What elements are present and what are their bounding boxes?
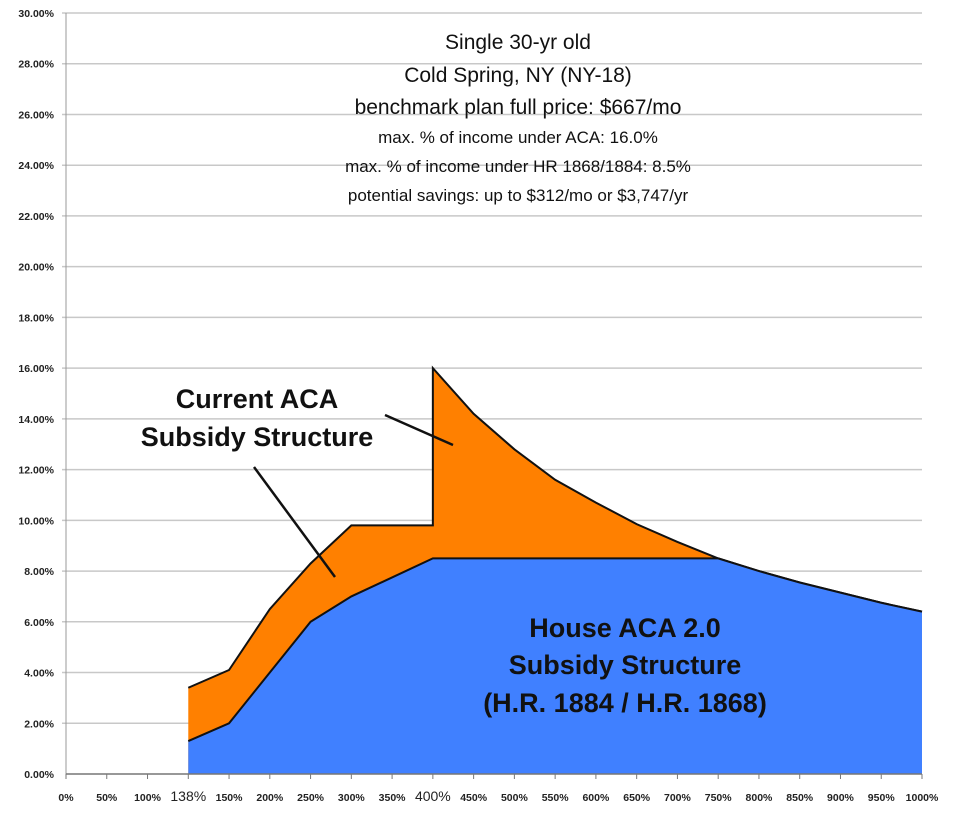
y-tick-label: 10.00% bbox=[18, 515, 54, 527]
x-tick-label: 700% bbox=[664, 792, 692, 804]
house-aca-label-line: (H.R. 1884 / H.R. 1868) bbox=[483, 688, 767, 718]
x-tick-label: 200% bbox=[256, 792, 284, 804]
house-aca-outline bbox=[187, 557, 923, 742]
x-tick-label: 750% bbox=[705, 792, 733, 804]
current-aca-label-line: Subsidy Structure bbox=[141, 422, 374, 452]
x-tick-label: 400% bbox=[415, 788, 451, 804]
x-tick-label: 900% bbox=[827, 792, 855, 804]
x-tick-label: 138% bbox=[170, 788, 206, 804]
x-tick-label: 650% bbox=[623, 792, 651, 804]
y-tick-label: 20.00% bbox=[18, 262, 54, 274]
x-axis-ticks: 0% 50% 100% 138% 150% 200% 250% 300% 350% 400% 450… bbox=[58, 774, 939, 804]
house-aca-area bbox=[188, 558, 923, 774]
y-tick-label: 0.00% bbox=[24, 769, 54, 781]
house-aca-label-line: Subsidy Structure bbox=[509, 650, 742, 680]
y-tick-label: 18.00% bbox=[18, 312, 54, 324]
y-tick-label: 6.00% bbox=[24, 617, 54, 629]
x-tick-label: 550% bbox=[542, 792, 570, 804]
x-tick-label: 600% bbox=[582, 792, 610, 804]
x-tick-label: 0% bbox=[58, 792, 74, 804]
y-tick-label: 16.00% bbox=[18, 363, 54, 375]
x-tick-label: 800% bbox=[746, 792, 774, 804]
y-tick-label: 14.00% bbox=[18, 414, 54, 426]
info-line: Single 30-yr old bbox=[445, 31, 591, 54]
series-areas bbox=[187, 365, 923, 774]
pointer-line bbox=[384, 413, 454, 447]
x-tick-label: 250% bbox=[297, 792, 325, 804]
x-tick-label: 850% bbox=[786, 792, 814, 804]
y-axis-ticks: 0.00% 2.00% 4.00% 6.00% 8.00% 10.00% 12.00% 14.… bbox=[18, 8, 54, 781]
y-tick-label: 22.00% bbox=[18, 211, 54, 223]
axes bbox=[65, 13, 922, 775]
house-aca-label-line: House ACA 2.0 bbox=[529, 613, 721, 643]
info-line: potential savings: up to $312/mo or $3,7… bbox=[348, 186, 689, 205]
y-tick-label: 4.00% bbox=[24, 668, 54, 680]
x-tick-label: 350% bbox=[379, 792, 407, 804]
x-tick-label: 300% bbox=[338, 792, 366, 804]
x-tick-label: 950% bbox=[868, 792, 896, 804]
x-tick-label: 100% bbox=[134, 792, 162, 804]
x-tick-label: 50% bbox=[96, 792, 118, 804]
info-line: benchmark plan full price: $667/mo bbox=[355, 96, 682, 119]
current-aca-annotation: Current ACA Subsidy Structure bbox=[141, 384, 454, 578]
y-tick-label: 26.00% bbox=[18, 109, 54, 121]
y-tick-label: 12.00% bbox=[18, 465, 54, 477]
x-tick-label: 500% bbox=[501, 792, 529, 804]
house-aca-annotation: House ACA 2.0 Subsidy Structure (H.R. 18… bbox=[483, 613, 767, 718]
current-aca-label-line: Current ACA bbox=[176, 384, 339, 414]
pointer-line bbox=[252, 466, 337, 578]
x-tick-label: 1000% bbox=[906, 792, 939, 804]
x-tick-label: 150% bbox=[216, 792, 244, 804]
info-line: max. % of income under HR 1868/1884: 8.5… bbox=[345, 157, 691, 176]
info-text-block: Single 30-yr old Cold Spring, NY (NY-18)… bbox=[345, 31, 691, 205]
y-tick-label: 2.00% bbox=[24, 718, 54, 730]
info-line: max. % of income under ACA: 16.0% bbox=[378, 128, 658, 147]
y-tick-label: 8.00% bbox=[24, 566, 54, 578]
info-line: Cold Spring, NY (NY-18) bbox=[404, 64, 632, 87]
y-tick-label: 30.00% bbox=[18, 8, 54, 20]
x-tick-label: 450% bbox=[460, 792, 488, 804]
y-tick-label: 28.00% bbox=[18, 59, 54, 71]
y-tick-label: 24.00% bbox=[18, 160, 54, 172]
